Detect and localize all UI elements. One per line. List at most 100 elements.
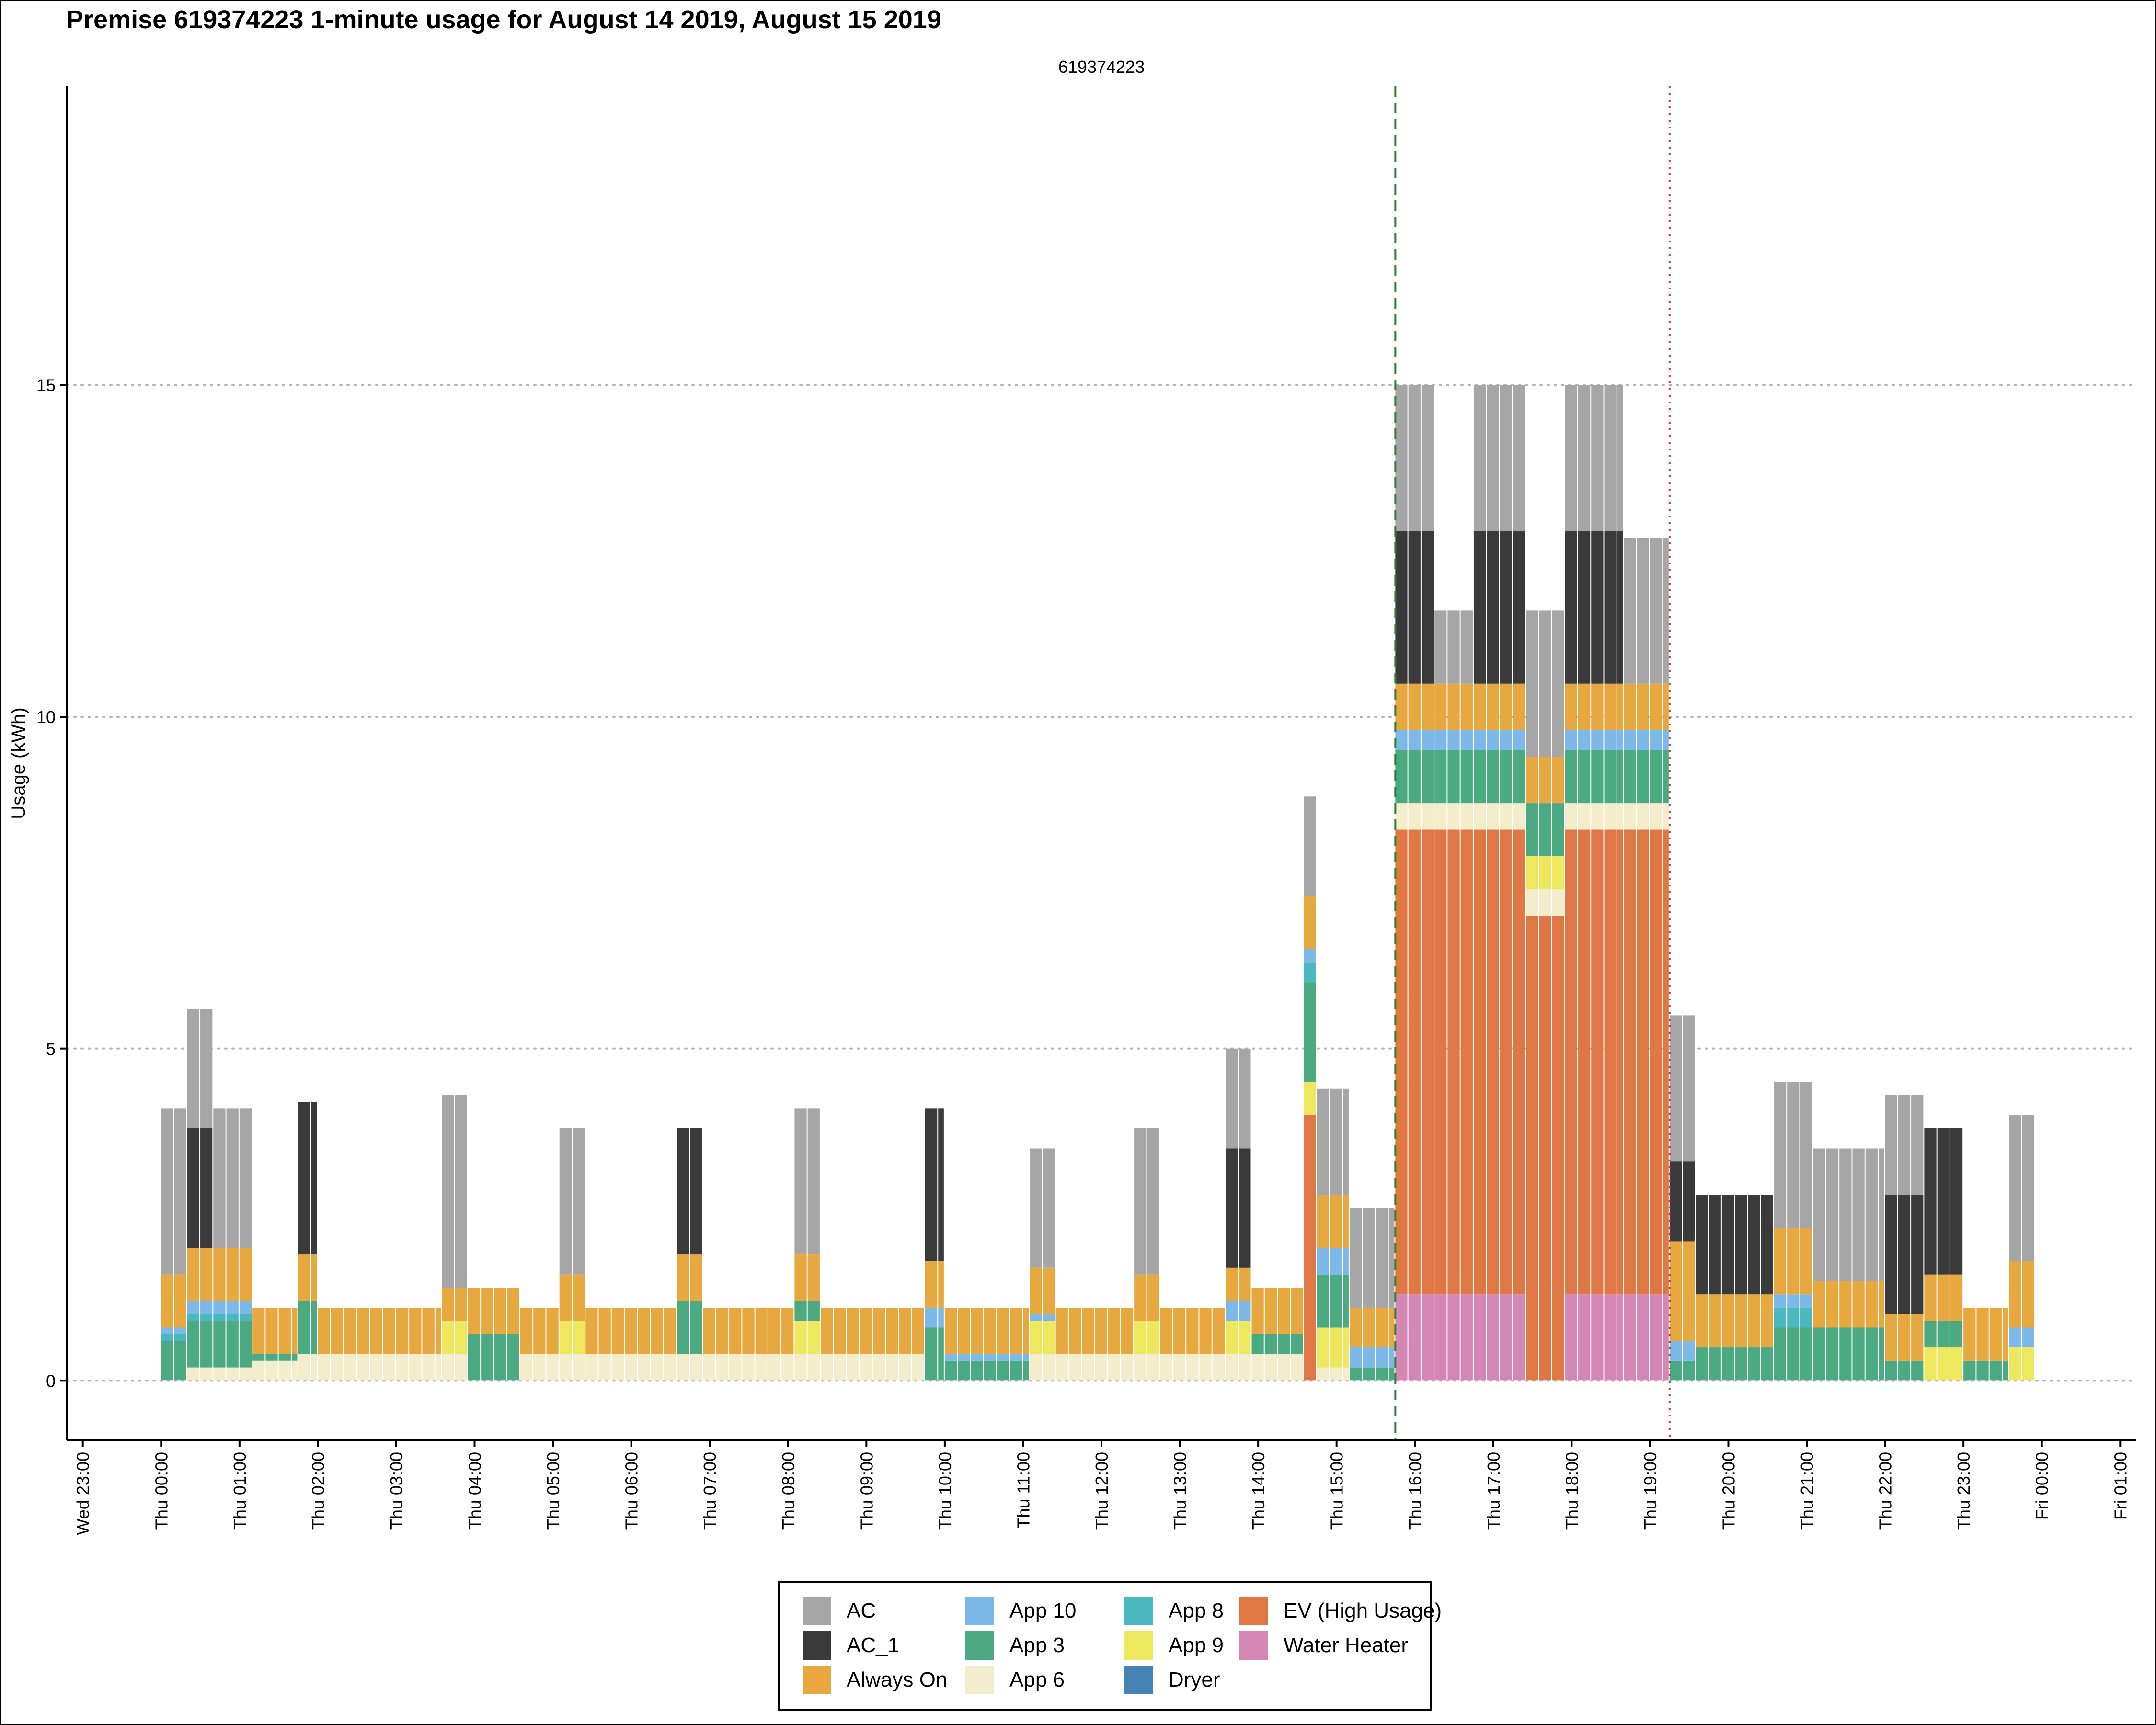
bar-segment-always-on xyxy=(984,1307,996,1354)
bar-segment-app-10 xyxy=(1473,730,1486,750)
bar-segment-ac xyxy=(1513,385,1525,531)
bar-segment-app-6 xyxy=(807,1354,820,1381)
legend-item: App 3 xyxy=(965,1628,1076,1663)
legend-swatch xyxy=(803,1666,831,1694)
bar-segment-app-6 xyxy=(1525,889,1538,916)
bar-segment-always-on xyxy=(1212,1307,1225,1354)
legend-swatch xyxy=(1239,1631,1268,1660)
y-tick-label: 10 xyxy=(36,707,56,727)
bar-segment-app-3 xyxy=(1650,750,1663,804)
bar-segment-app-10 xyxy=(1225,1301,1238,1321)
bar-segment-app-6 xyxy=(1055,1354,1068,1381)
bar-segment-ac-1 xyxy=(690,1128,702,1255)
bar-segment-always-on xyxy=(409,1307,422,1354)
bar-segment-always-on xyxy=(1082,1307,1094,1354)
bar-segment-ev-high-usage- xyxy=(1525,916,1538,1381)
bar-segment-app-8 xyxy=(1774,1307,1787,1328)
bar-segment-always-on xyxy=(1963,1307,1976,1361)
bar-segment-app-3 xyxy=(278,1354,291,1361)
bar-segment-always-on xyxy=(1513,683,1525,730)
bar-segment-app-9 xyxy=(1317,1327,1330,1368)
bar-segment-ac xyxy=(1604,385,1617,531)
bar-segment-always-on xyxy=(1852,1281,1865,1328)
bar-segment-app-6 xyxy=(1095,1354,1107,1381)
bar-segment-app-3 xyxy=(1976,1360,1989,1381)
bar-segment-water-heater xyxy=(1591,1294,1604,1381)
bar-segment-always-on xyxy=(1878,1281,1884,1328)
bar-segment-always-on xyxy=(1239,1267,1251,1301)
bar-segment-app-6 xyxy=(331,1354,343,1381)
bar-segment-app-6 xyxy=(1082,1354,1094,1381)
bar-segment-always-on xyxy=(638,1307,650,1354)
bar-segment-app-6 xyxy=(1212,1354,1225,1381)
bar-segment-app-6 xyxy=(1134,1354,1147,1381)
bar-segment-always-on xyxy=(1251,1288,1264,1334)
bar-segment-app-6 xyxy=(872,1354,885,1381)
bar-segment-app-3 xyxy=(291,1354,298,1361)
bar-segment-app-3 xyxy=(1525,803,1538,856)
bar-segment-always-on xyxy=(1637,683,1649,730)
bar-segment-ac xyxy=(1591,385,1604,531)
bar-segment-always-on xyxy=(344,1307,356,1354)
bar-segment-app-10 xyxy=(1317,1248,1330,1275)
bar-segment-app-9 xyxy=(794,1321,807,1354)
x-tick-label: Thu 02:00 xyxy=(308,1452,328,1530)
bar-segment-ev-high-usage- xyxy=(1447,829,1460,1295)
bar-segment-ac-1 xyxy=(1591,531,1604,684)
bar-segment-app-6 xyxy=(742,1354,755,1381)
bar-segment-app-3 xyxy=(944,1360,957,1381)
bar-segment-app-3 xyxy=(997,1360,1009,1381)
bar-segment-ac xyxy=(226,1108,239,1248)
legend-label: AC_1 xyxy=(847,1633,900,1657)
bar-segment-ac xyxy=(1663,538,1669,684)
bar-segment-water-heater xyxy=(1578,1294,1591,1381)
bar-segment-app-6 xyxy=(886,1354,898,1381)
bar-segment-app-9 xyxy=(1304,1081,1316,1116)
bar-segment-app-3 xyxy=(677,1301,689,1354)
bar-segment-always-on xyxy=(1408,683,1421,730)
bar-segment-app-3 xyxy=(1343,1274,1349,1328)
bar-segment-always-on xyxy=(1030,1267,1042,1314)
bar-segment-always-on xyxy=(239,1248,252,1301)
bar-segment-ac xyxy=(1408,385,1421,531)
bar-segment-app-3 xyxy=(925,1327,938,1381)
bar-segment-app-10 xyxy=(1030,1314,1042,1321)
bar-segment-ev-high-usage- xyxy=(1565,829,1577,1295)
legend-label: App 9 xyxy=(1169,1633,1224,1657)
bar-segment-app-3 xyxy=(1330,1274,1342,1328)
bar-segment-always-on xyxy=(1748,1294,1760,1348)
x-tick-label: Thu 09:00 xyxy=(857,1452,876,1530)
bar-segment-app-10 xyxy=(1591,730,1604,750)
bar-segment-always-on xyxy=(2022,1261,2035,1328)
bar-segment-app-10 xyxy=(997,1354,1009,1361)
x-tick-label: Thu 17:00 xyxy=(1484,1452,1503,1530)
x-tick-label: Thu 14:00 xyxy=(1249,1452,1268,1530)
bar-segment-app-3 xyxy=(1669,1360,1682,1381)
bar-segment-app-6 xyxy=(716,1354,729,1381)
bar-segment-app-9 xyxy=(1330,1327,1342,1368)
bar-segment-ac xyxy=(1898,1095,1911,1195)
bar-segment-always-on xyxy=(1147,1274,1159,1321)
bar-segment-app-9 xyxy=(455,1321,467,1354)
bar-segment-app-6 xyxy=(409,1354,422,1381)
bar-segment-ac-1 xyxy=(200,1128,213,1248)
bar-segment-app-6 xyxy=(768,1354,781,1381)
bar-segment-app-10 xyxy=(213,1301,226,1314)
bar-segment-app-3 xyxy=(690,1301,702,1354)
bar-segment-always-on xyxy=(1291,1288,1303,1334)
bar-segment-ev-high-usage- xyxy=(1513,829,1525,1295)
bar-segment-app-9 xyxy=(1147,1321,1159,1354)
bar-segment-always-on xyxy=(1624,683,1636,730)
bar-segment-always-on xyxy=(611,1307,624,1354)
bar-segment-app-9 xyxy=(1924,1347,1937,1381)
bar-segment-ev-high-usage- xyxy=(1434,829,1447,1295)
bar-segment-app-3 xyxy=(1317,1274,1330,1328)
bar-segment-app-6 xyxy=(585,1354,598,1381)
bar-segment-water-heater xyxy=(1500,1294,1512,1381)
bar-segment-app-3 xyxy=(1911,1360,1924,1381)
bar-segment-always-on xyxy=(383,1307,395,1354)
bar-segment-app-3 xyxy=(1937,1321,1950,1348)
bar-segment-app-8 xyxy=(1304,962,1316,983)
bar-segment-always-on xyxy=(1989,1307,2002,1361)
bar-segment-app-3 xyxy=(1539,803,1551,856)
